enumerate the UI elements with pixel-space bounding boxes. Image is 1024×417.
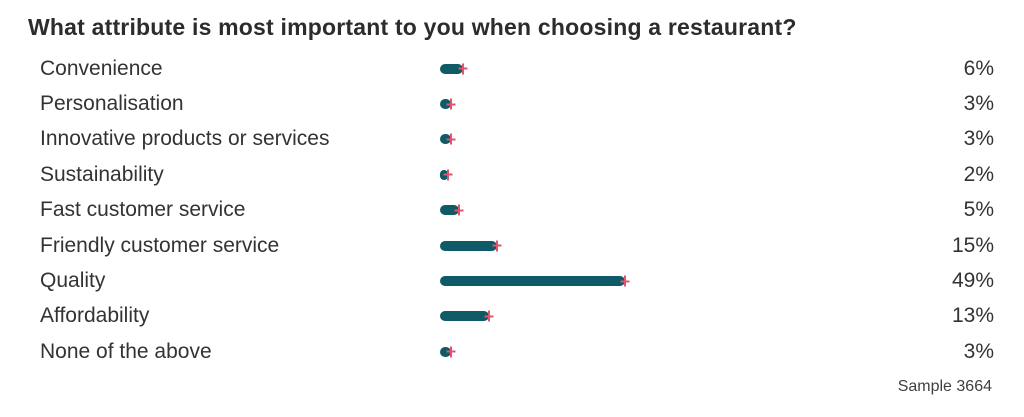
bar-area [440, 346, 920, 358]
category-label: Sustainability [40, 162, 164, 186]
chart-row: Fast customer service 5% [40, 193, 994, 228]
bar [440, 311, 490, 322]
error-tick [495, 240, 498, 252]
bar [440, 99, 452, 110]
category-label: Personalisation [40, 92, 184, 116]
value-label: 2% [963, 162, 994, 186]
value-label: 3% [963, 339, 994, 363]
value-label: 6% [963, 56, 994, 80]
bar [440, 205, 459, 216]
category-label: Affordability [40, 304, 150, 328]
value-label: 3% [963, 127, 994, 151]
bar [440, 346, 452, 357]
category-label: Innovative products or services [40, 127, 330, 151]
bar-area [440, 310, 920, 322]
bar-area [440, 204, 920, 216]
bar-area [440, 240, 920, 252]
bar [440, 240, 497, 251]
value-label: 3% [963, 92, 994, 116]
chart-row: Convenience 6% [40, 51, 994, 86]
category-label: None of the above [40, 339, 212, 363]
sample-size-footnote: Sample 3664 [897, 377, 992, 395]
bar-area [440, 169, 920, 181]
error-tick [488, 310, 491, 322]
category-label: Friendly customer service [40, 233, 280, 257]
category-label: Convenience [40, 56, 163, 80]
category-label: Quality [40, 269, 106, 293]
value-label: 49% [951, 269, 994, 293]
category-label: Fast customer service [40, 198, 246, 222]
bar-area [440, 63, 920, 75]
value-label: 5% [963, 198, 994, 222]
bar-area [440, 275, 920, 287]
chart-row: None of the above 3% [40, 334, 994, 369]
error-tick [461, 63, 464, 75]
value-label: 13% [951, 304, 994, 328]
chart-row: Innovative products or services 3% [40, 122, 994, 157]
bar-area [440, 133, 920, 145]
bar [440, 134, 452, 145]
chart-row: Sustainability 2% [40, 157, 994, 192]
chart-rows: Convenience 6% Personalisation 3% Innovative… [40, 51, 994, 370]
bar [440, 276, 626, 287]
bar [440, 63, 463, 74]
error-tick [457, 204, 460, 216]
survey-bar-chart: What attribute is most important to you … [0, 0, 1024, 396]
error-tick [450, 133, 453, 145]
value-label: 15% [951, 233, 994, 257]
chart-row: Personalisation 3% [40, 86, 994, 121]
error-tick [450, 98, 453, 110]
error-tick [624, 275, 627, 287]
error-tick [450, 346, 453, 358]
chart-row: Affordability 13% [40, 299, 994, 334]
chart-title: What attribute is most important to you … [28, 14, 797, 40]
chart-row: Friendly customer service 15% [40, 228, 994, 263]
bar-area [440, 98, 920, 110]
error-tick [446, 169, 449, 181]
chart-row: Quality 49% [40, 263, 994, 298]
